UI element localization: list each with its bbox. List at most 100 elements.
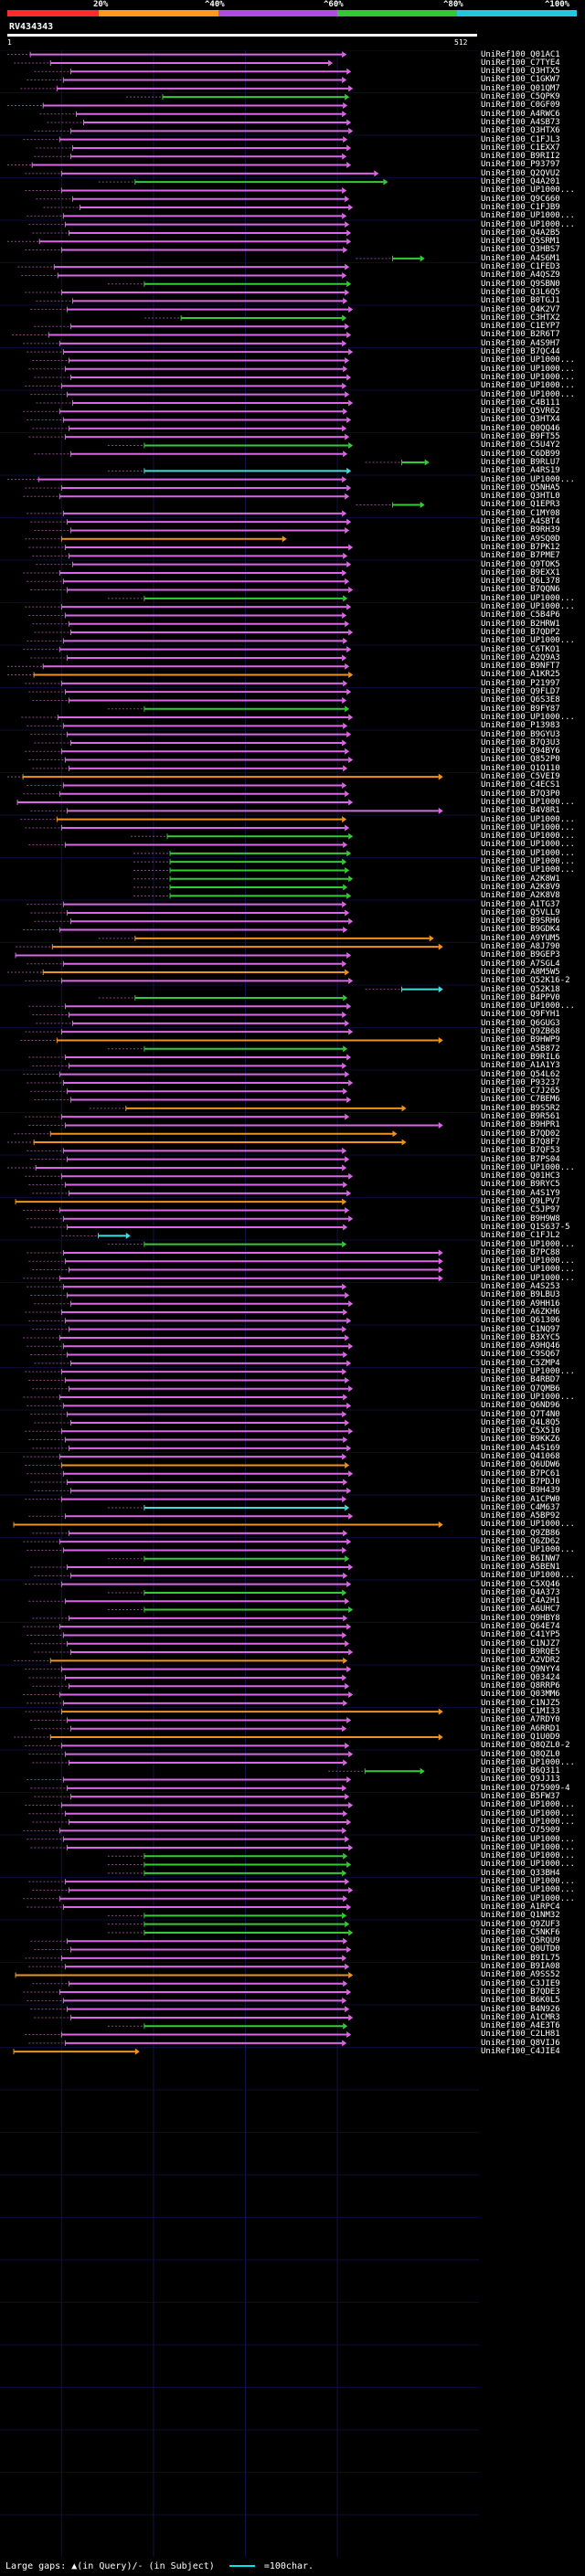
- hit-label[interactable]: UniRef100_B4RBD7: [481, 1375, 560, 1385]
- hit-row[interactable]: [14, 59, 334, 67]
- hit-row[interactable]: [107, 281, 352, 288]
- hit-row[interactable]: [36, 1020, 350, 1027]
- hit-row[interactable]: [27, 1249, 443, 1256]
- hit-row[interactable]: [30, 1352, 348, 1359]
- hit-row[interactable]: [28, 1121, 443, 1129]
- hit-row[interactable]: [28, 1436, 348, 1444]
- hit-row[interactable]: [30, 391, 350, 398]
- hit-label[interactable]: UniRef100_C5JP97: [481, 1205, 560, 1215]
- hit-row[interactable]: [14, 1657, 348, 1664]
- hit-label[interactable]: UniRef100_B4V8R1: [481, 806, 560, 816]
- hit-row[interactable]: [27, 578, 350, 585]
- hit-label[interactable]: UniRef100_A4SBT4: [481, 517, 560, 526]
- hit-row[interactable]: [25, 186, 347, 194]
- hit-row[interactable]: [7, 1164, 347, 1171]
- hit-row[interactable]: [28, 1182, 348, 1189]
- hit-row[interactable]: [34, 917, 354, 925]
- hit-row[interactable]: [133, 892, 352, 899]
- hit-label[interactable]: UniRef100_Q3HTX4: [481, 415, 560, 425]
- hit-row[interactable]: [34, 68, 352, 75]
- hit-row[interactable]: [23, 1538, 352, 1545]
- hit-label[interactable]: UniRef100_A4QSZ9: [481, 270, 560, 281]
- hit-row[interactable]: [20, 1036, 443, 1044]
- hit-row[interactable]: [107, 595, 348, 602]
- hit-row[interactable]: [21, 714, 354, 721]
- hit-label[interactable]: UniRef100_UP1000...: [481, 712, 575, 722]
- hit-row[interactable]: [32, 696, 347, 704]
- hit-label[interactable]: UniRef100_B9R561: [481, 1112, 560, 1121]
- hit-label[interactable]: UniRef100_B9NFT7: [481, 662, 560, 672]
- hit-label[interactable]: UniRef100_A4S253: [481, 1282, 560, 1291]
- hit-row[interactable]: [328, 1767, 425, 1775]
- hit-row[interactable]: [25, 1309, 348, 1316]
- hit-row[interactable]: [98, 935, 434, 942]
- hit-row[interactable]: [30, 518, 352, 525]
- hit-label[interactable]: UniRef100_Q4K2V7: [481, 304, 560, 314]
- hit-row[interactable]: [36, 399, 354, 407]
- hit-label[interactable]: UniRef100_Q8RRP6: [481, 1681, 560, 1691]
- hit-label[interactable]: UniRef100_A1CMR3: [481, 2012, 560, 2022]
- hit-label[interactable]: UniRef100_B0TGJ1: [481, 296, 560, 306]
- hit-row[interactable]: [107, 1912, 347, 1919]
- hit-label[interactable]: UniRef100_A8M5W5: [481, 967, 560, 977]
- hit-row[interactable]: [25, 1368, 347, 1375]
- hit-label[interactable]: UniRef100_UP1000...: [481, 381, 575, 391]
- hit-label[interactable]: UniRef100_Q8QZL0-2: [481, 1741, 570, 1751]
- hit-row[interactable]: [15, 951, 352, 959]
- hit-row[interactable]: [107, 1852, 348, 1860]
- hit-label[interactable]: UniRef100_Q75909-4: [481, 1783, 570, 1793]
- hit-label[interactable]: UniRef100_B5FW37: [481, 1792, 560, 1801]
- hit-row[interactable]: [107, 1241, 347, 1248]
- hit-row[interactable]: [27, 960, 347, 968]
- hit-row[interactable]: [25, 977, 354, 984]
- hit-row[interactable]: [32, 1759, 348, 1766]
- hit-row[interactable]: [30, 1479, 348, 1486]
- hit-label[interactable]: UniRef100_UP1000...: [481, 1757, 575, 1767]
- hit-row[interactable]: [28, 1317, 352, 1324]
- hit-row[interactable]: [133, 850, 352, 857]
- hit-label[interactable]: UniRef100_B9EXX1: [481, 567, 560, 578]
- hit-row[interactable]: [133, 866, 350, 874]
- hit-label[interactable]: UniRef100_Q4L8Q5: [481, 1417, 560, 1427]
- hit-label[interactable]: UniRef100_B7QF53: [481, 1146, 560, 1156]
- hit-row[interactable]: [28, 221, 350, 228]
- hit-label[interactable]: UniRef100_UP1000...: [481, 1851, 575, 1861]
- hit-row[interactable]: [107, 1861, 352, 1869]
- hit-label[interactable]: UniRef100_C7TYE4: [481, 58, 560, 68]
- hit-label[interactable]: UniRef100_B9IL75: [481, 1953, 560, 1963]
- hit-label[interactable]: UniRef100_UP1000...: [481, 1002, 575, 1012]
- hit-row[interactable]: [28, 757, 354, 764]
- hit-row[interactable]: [32, 425, 347, 432]
- hit-label[interactable]: UniRef100_C41YP5: [481, 1630, 560, 1640]
- hit-label[interactable]: UniRef100_UP1000...: [481, 1817, 575, 1827]
- hit-row[interactable]: [34, 739, 347, 747]
- hit-row[interactable]: [25, 1427, 354, 1435]
- hit-row[interactable]: [125, 93, 350, 101]
- hit-label[interactable]: UniRef100_B3XYC5: [481, 1332, 560, 1342]
- hit-row[interactable]: [23, 340, 347, 347]
- hit-row[interactable]: [39, 111, 347, 118]
- hit-row[interactable]: [25, 1172, 354, 1180]
- hit-row[interactable]: [27, 77, 347, 84]
- hit-row[interactable]: [30, 1564, 354, 1571]
- hit-row[interactable]: [20, 816, 347, 823]
- hit-row[interactable]: [36, 144, 352, 152]
- hit-row[interactable]: [107, 1589, 347, 1596]
- hit-row[interactable]: [20, 85, 354, 92]
- hit-row[interactable]: [7, 162, 352, 169]
- hit-label[interactable]: UniRef100_Q3L6Q5: [481, 287, 560, 297]
- hit-row[interactable]: [7, 238, 352, 245]
- hit-label[interactable]: UniRef100_A4S1Y9: [481, 1188, 560, 1198]
- hit-row[interactable]: [365, 459, 430, 466]
- hit-row[interactable]: [28, 1751, 354, 1758]
- hit-row[interactable]: [25, 1708, 443, 1715]
- hit-row[interactable]: [356, 255, 425, 262]
- hit-label[interactable]: UniRef100_UP1000...: [481, 1367, 575, 1376]
- hit-label[interactable]: UniRef100_C2LH81: [481, 2030, 560, 2040]
- hit-label[interactable]: UniRef100_A1A1Y3: [481, 1061, 560, 1071]
- hit-row[interactable]: [7, 969, 350, 976]
- hit-label[interactable]: UniRef100_UP1000...: [481, 840, 575, 850]
- hit-label[interactable]: UniRef100_UP1000...: [481, 865, 575, 875]
- hit-row[interactable]: [23, 1453, 347, 1460]
- hit-label[interactable]: UniRef100_C5U4Y2: [481, 440, 560, 451]
